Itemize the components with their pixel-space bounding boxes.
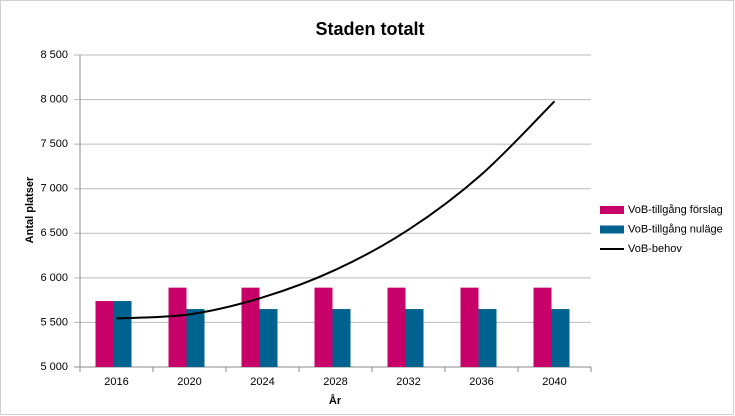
y-tick-label: 7 500 [40, 138, 68, 150]
x-tick-label: 2036 [469, 376, 493, 388]
y-axis-title: Antal platser [24, 176, 36, 243]
y-tick-label: 5 500 [40, 316, 68, 328]
chart-title: Staden totalt [315, 19, 424, 39]
x-tick-label: 2028 [323, 376, 347, 388]
line [116, 100, 556, 320]
y-tick-label: 5 000 [40, 361, 68, 373]
x-tick-label: 2040 [542, 376, 566, 388]
bar [168, 287, 187, 367]
bar [259, 309, 278, 367]
x-tick-label: 2016 [104, 376, 128, 388]
y-tick-label: 7 000 [40, 183, 68, 195]
y-tick-label: 8 000 [40, 93, 68, 105]
bar [241, 287, 260, 367]
bar [551, 309, 570, 367]
bar [478, 309, 497, 367]
y-tick-label: 6 500 [40, 227, 68, 239]
y-tick-label: 8 500 [40, 49, 68, 61]
bar [387, 287, 406, 367]
x-axis-title: År [329, 394, 342, 407]
legend-swatch [600, 206, 624, 214]
bar [460, 287, 479, 367]
legend-swatch [600, 225, 624, 234]
legend-label: VoB-tillgång förslag [628, 204, 723, 216]
legend-label: VoB-tillgång nuläge [628, 223, 723, 235]
bar [332, 309, 351, 367]
bar [95, 301, 114, 367]
x-tick-label: 2020 [177, 376, 201, 388]
bar [113, 301, 132, 367]
bar [314, 287, 333, 367]
x-tick-label: 2024 [250, 376, 274, 388]
bar [186, 309, 205, 367]
bar [533, 287, 552, 367]
x-tick-label: 2032 [396, 376, 420, 388]
y-tick-label: 6 000 [40, 272, 68, 284]
legend-label: VoB-behov [628, 243, 682, 255]
bar [405, 309, 424, 367]
